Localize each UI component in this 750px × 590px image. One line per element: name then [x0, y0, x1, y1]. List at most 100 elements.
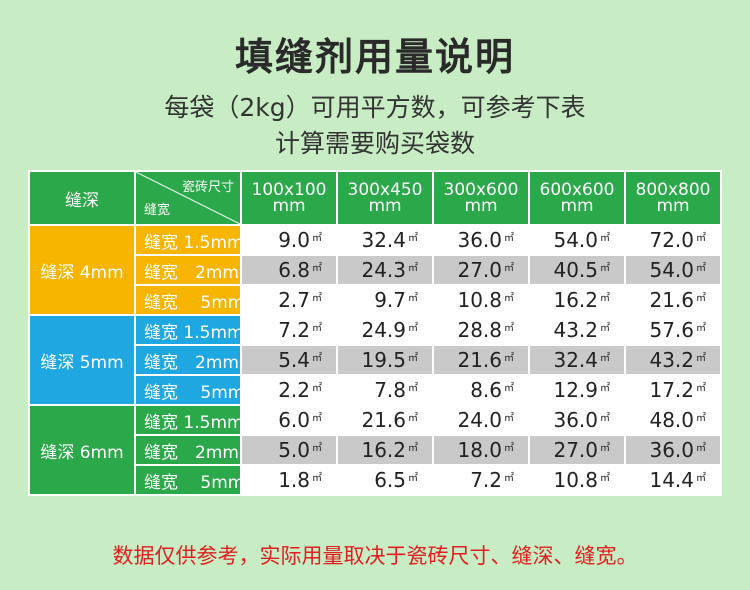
table-row: 缝深 5mm 缝宽 1.5mm 7.2 ㎡ 24.9 ㎡ 28.8 ㎡ 43.2 ㎡ 57.6 ㎡: [28, 314, 722, 406]
unit-symbol: ㎡: [408, 233, 418, 244]
value-cell: 32.4 ㎡: [528, 344, 626, 376]
value-number: 6.0: [278, 408, 310, 432]
value-cell: 27.0 ㎡: [432, 254, 530, 286]
value-cell: 24.3 ㎡: [336, 254, 434, 286]
value-number: 8.6: [470, 378, 502, 402]
table-row: 缝宽 2mm 5.4 ㎡ 19.5 ㎡ 21.6 ㎡ 32.4 ㎡ 43.2 ㎡: [29, 344, 722, 376]
width-cell: 缝宽 5mm: [134, 284, 242, 316]
value-number: 2.2: [278, 378, 310, 402]
value-cell: 7.2 ㎡: [240, 314, 338, 346]
value-number: 24.9: [361, 318, 406, 342]
value-cell: 12.9 ㎡: [528, 374, 626, 406]
unit-symbol: ㎡: [696, 323, 706, 334]
table-header-row: 缝深 瓷砖尺寸 缝宽 100x100 mm 300x450 mm 300x600…: [28, 170, 722, 226]
size-unit: mm: [368, 196, 402, 216]
value-cell: 54.0 ㎡: [528, 224, 626, 256]
value-cell: 21.6 ㎡: [624, 284, 722, 316]
table-row: 缝深 4mm 缝宽 1.5mm 9.0 ㎡ 32.4 ㎡ 36.0 ㎡ 54.0 ㎡ 72.0 ㎡: [28, 224, 722, 316]
value-cell: 1.8 ㎡: [240, 464, 338, 496]
subtitle-line-2: 计算需要购买袋数: [274, 129, 475, 158]
page-title: 填缝剂用量说明: [234, 35, 515, 79]
unit-symbol: ㎡: [408, 263, 418, 274]
value-cell: 16.2 ㎡: [528, 284, 626, 316]
value-number: 54.0: [649, 258, 694, 282]
value-number: 54.0: [553, 228, 598, 252]
unit-symbol: ㎡: [600, 413, 610, 424]
usage-table: 缝深 瓷砖尺寸 缝宽 100x100 mm 300x450 mm 300x600…: [28, 170, 722, 496]
header-size: 800x800 mm: [624, 170, 722, 226]
value-number: 9.7: [374, 288, 406, 312]
table-row: 缝深 6mm 缝宽 1.5mm 6.0 ㎡ 21.6 ㎡ 24.0 ㎡ 36.0 ㎡ 48.0 ㎡: [28, 404, 722, 496]
value-cell: 14.4 ㎡: [624, 464, 722, 496]
header-size: 300x450 mm: [336, 170, 434, 226]
unit-symbol: ㎡: [504, 443, 514, 454]
footnote: 数据仅供参考，实际用量取决于瓷砖尺寸、缝深、缝宽。: [112, 544, 638, 568]
value-number: 36.0: [457, 228, 502, 252]
value-number: 21.6: [649, 288, 694, 312]
value-number: 43.2: [553, 318, 598, 342]
value-number: 10.8: [457, 288, 502, 312]
table-row: 缝宽 5mm 2.7 ㎡ 9.7 ㎡ 10.8 ㎡ 16.2 ㎡ 21.6 ㎡: [29, 284, 722, 316]
value-cell: 57.6 ㎡: [624, 314, 722, 346]
value-number: 7.8: [374, 378, 406, 402]
value-number: 28.8: [457, 318, 502, 342]
unit-symbol: ㎡: [504, 383, 514, 394]
unit-symbol: ㎡: [312, 353, 322, 364]
value-cell: 10.8 ㎡: [432, 284, 530, 316]
value-number: 7.2: [278, 318, 310, 342]
unit-symbol: ㎡: [312, 473, 322, 484]
unit-symbol: ㎡: [504, 413, 514, 424]
subtitle-line-1: 每袋（2kg）可用平方数，可参考下表: [164, 93, 586, 122]
value-number: 36.0: [553, 408, 598, 432]
value-cell: 27.0 ㎡: [528, 434, 626, 466]
value-cell: 9.7 ㎡: [336, 284, 434, 316]
header-depth: 缝深: [28, 170, 136, 226]
unit-symbol: ㎡: [408, 473, 418, 484]
value-number: 24.3: [361, 258, 406, 282]
table-row: 缝宽 2mm 5.0 ㎡ 16.2 ㎡ 18.0 ㎡ 27.0 ㎡ 36.0 ㎡: [29, 434, 722, 466]
table-row: 缝宽 5mm 1.8 ㎡ 6.5 ㎡ 7.2 ㎡ 10.8 ㎡ 14.4 ㎡: [29, 464, 722, 496]
unit-symbol: ㎡: [504, 293, 514, 304]
value-cell: 8.6 ㎡: [432, 374, 530, 406]
size-dims: 800x800: [635, 180, 711, 200]
value-number: 27.0: [553, 438, 598, 462]
size-dims: 600x600: [539, 180, 615, 200]
value-cell: 43.2 ㎡: [624, 344, 722, 376]
value-cell: 19.5 ㎡: [336, 344, 434, 376]
value-cell: 48.0 ㎡: [624, 404, 722, 436]
value-cell: 43.2 ㎡: [528, 314, 626, 346]
value-number: 12.9: [553, 378, 598, 402]
unit-symbol: ㎡: [600, 353, 610, 364]
depth-cell: 缝深 4mm: [28, 224, 136, 316]
unit-symbol: ㎡: [312, 233, 322, 244]
unit-symbol: ㎡: [696, 353, 706, 364]
value-cell: 16.2 ㎡: [336, 434, 434, 466]
unit-symbol: ㎡: [600, 473, 610, 484]
unit-symbol: ㎡: [312, 263, 322, 274]
value-number: 17.2: [649, 378, 694, 402]
value-number: 24.0: [457, 408, 502, 432]
value-number: 48.0: [649, 408, 694, 432]
value-number: 36.0: [649, 438, 694, 462]
value-number: 21.6: [361, 408, 406, 432]
width-cell: 缝宽 2mm: [134, 434, 242, 466]
unit-symbol: ㎡: [312, 323, 322, 334]
unit-symbol: ㎡: [600, 383, 610, 394]
value-number: 16.2: [553, 288, 598, 312]
value-number: 16.2: [361, 438, 406, 462]
unit-symbol: ㎡: [696, 233, 706, 244]
value-cell: 6.0 ㎡: [240, 404, 338, 436]
unit-symbol: ㎡: [408, 293, 418, 304]
unit-symbol: ㎡: [696, 293, 706, 304]
value-cell: 10.8 ㎡: [528, 464, 626, 496]
unit-symbol: ㎡: [504, 233, 514, 244]
unit-symbol: ㎡: [312, 413, 322, 424]
width-cell: 缝宽 2mm: [134, 344, 242, 376]
value-cell: 7.8 ㎡: [336, 374, 434, 406]
width-cell: 缝宽 5mm: [134, 374, 242, 406]
width-cell: 缝宽 2mm: [134, 254, 242, 286]
unit-symbol: ㎡: [504, 353, 514, 364]
value-number: 2.7: [278, 288, 310, 312]
unit-symbol: ㎡: [504, 263, 514, 274]
header-size: 600x600 mm: [528, 170, 626, 226]
